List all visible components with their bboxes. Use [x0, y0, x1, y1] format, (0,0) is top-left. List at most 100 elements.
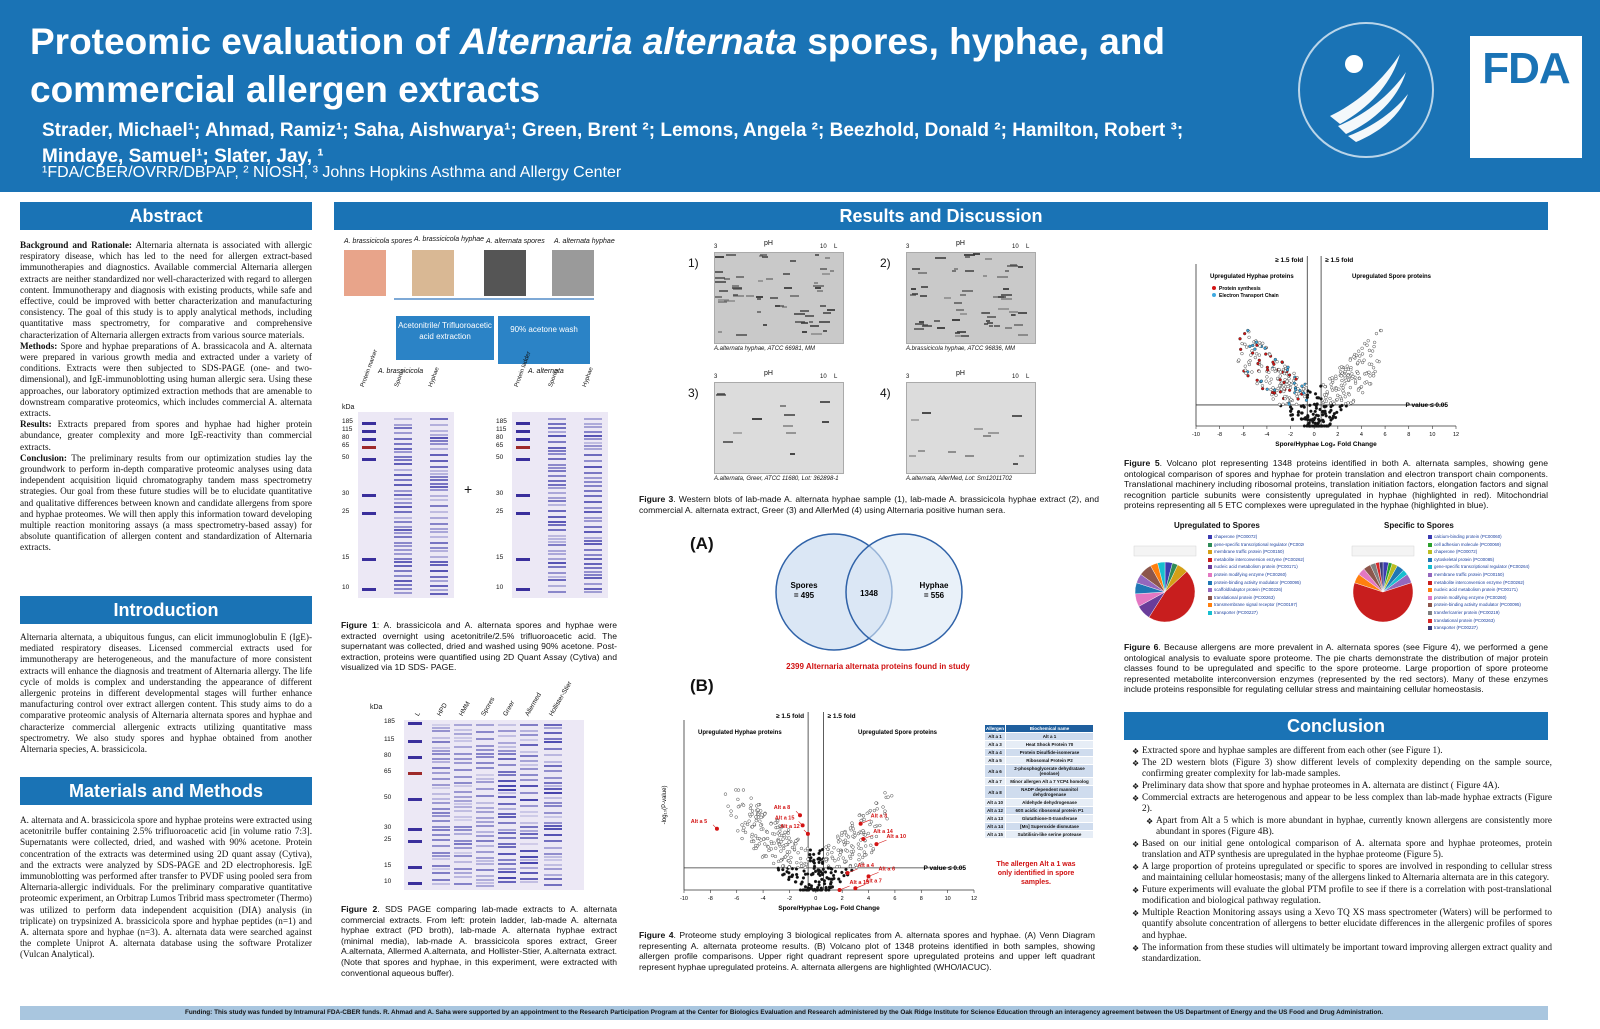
protein-point — [813, 869, 818, 873]
protein-point — [1319, 384, 1323, 388]
gel-band — [394, 484, 412, 486]
blot-spot — [918, 450, 925, 452]
gel-band — [498, 742, 516, 744]
conclusion-text: Preliminary data show that spore and hyp… — [1142, 780, 1500, 791]
ladder-band — [408, 740, 422, 743]
gel-band — [430, 434, 448, 436]
gel-band — [544, 856, 562, 858]
gel-band — [454, 740, 472, 742]
gel-band — [520, 792, 538, 794]
x-tick-label: -2 — [787, 896, 792, 902]
ladder-band — [516, 446, 530, 449]
protein-point — [1251, 351, 1255, 355]
protein-point — [1271, 386, 1275, 390]
protein-point — [837, 877, 841, 881]
legend-item: transfer/carrier protein (PC00219) — [1428, 610, 1532, 618]
gel-band — [430, 499, 448, 501]
blot-spot — [786, 432, 796, 434]
lane-label: HPD — [436, 702, 449, 718]
gel-band — [584, 477, 602, 479]
protein-point — [1311, 424, 1315, 428]
protein-point — [1278, 383, 1282, 388]
gel-band — [520, 755, 538, 757]
poster-title: Proteomic evaluation of Alternaria alter… — [30, 21, 1166, 110]
blot-membrane — [714, 252, 844, 344]
protein-point — [868, 809, 872, 813]
protein-point — [1315, 396, 1319, 400]
gel-band — [476, 882, 494, 884]
ladder-band — [408, 882, 422, 885]
protein-point — [723, 792, 728, 796]
legend-text: gene-specific transcriptional regulator … — [1434, 564, 1530, 570]
diamond-bullet-icon: ❖ — [1132, 781, 1140, 791]
protein-point — [1238, 337, 1242, 341]
blot-spot — [763, 324, 767, 326]
fold-label-right: ≥ 1.5 fold — [828, 713, 856, 720]
hyphae-photo — [412, 250, 454, 296]
protein-point — [787, 865, 791, 869]
ladder-band — [362, 558, 376, 561]
protein-point — [1247, 360, 1251, 364]
gel-band — [548, 524, 566, 526]
protein-point — [868, 822, 872, 827]
protein-point — [860, 861, 864, 865]
protein-point — [846, 840, 850, 845]
gel-band — [520, 751, 538, 753]
protein-point — [1339, 398, 1344, 402]
gel-band — [548, 487, 566, 489]
gel-band — [432, 761, 450, 763]
blot-spot — [718, 301, 727, 303]
protein-point — [1275, 376, 1280, 381]
gel-band — [584, 583, 602, 585]
blot-spot — [795, 321, 805, 323]
protein-point — [1362, 358, 1366, 362]
protein-point — [1372, 374, 1376, 378]
allergen-label: Alt a 4 — [857, 863, 874, 869]
gel-band — [454, 868, 472, 870]
protein-point — [750, 825, 754, 829]
legend-item: membrane traffic protein (PC00150) — [1428, 572, 1532, 580]
blot-spot — [1007, 265, 1018, 267]
gel-band — [498, 877, 516, 879]
allergen-leader — [803, 829, 809, 835]
venn-diagram: Spores = 495 1348 Hyphae = 556 — [775, 533, 963, 651]
figure-3: 1) 3 pH 10 L A.alternata hyphae, ATCC 66981, … — [688, 236, 1108, 488]
gel-band — [476, 745, 494, 747]
protein-point — [1364, 372, 1368, 376]
gel-band — [584, 531, 602, 533]
protein-point — [1239, 347, 1243, 351]
blot-spot — [921, 286, 928, 288]
blot-spot — [954, 302, 962, 304]
conclusion-item: ❖ The information from these studies will… — [1132, 943, 1552, 966]
protein-point — [817, 860, 821, 865]
blot-spot — [934, 320, 940, 322]
gel-band — [498, 746, 516, 748]
blot-spot — [912, 268, 920, 270]
gel-band — [548, 585, 566, 587]
gel-band — [548, 576, 566, 578]
gel-band — [548, 492, 566, 494]
protein-point — [1261, 387, 1265, 391]
gel-band — [584, 423, 602, 425]
blot-spot — [944, 297, 951, 299]
gel-band — [544, 874, 562, 876]
protein-point — [1332, 401, 1336, 406]
table-cell: Subtilisin-like serine protease — [1005, 830, 1094, 839]
protein-point — [763, 842, 767, 846]
blot-spot — [715, 296, 722, 298]
lane-label: Spores — [480, 696, 497, 718]
legend-swatch — [1428, 588, 1432, 593]
diamond-bullet-icon: ❖ — [1132, 747, 1140, 756]
marker-label: 25 — [384, 836, 392, 843]
protein-point — [787, 836, 791, 840]
protein-point — [734, 788, 738, 792]
protein-point — [1349, 368, 1353, 372]
gel-band — [476, 835, 494, 837]
gel-band — [548, 497, 566, 499]
ladder-band — [362, 430, 376, 433]
blot-membrane — [906, 382, 1036, 474]
gel-band — [548, 553, 566, 555]
table-row: Alt a 7 Minor allergen Alt a 7 YCP4 homol… — [983, 777, 1094, 786]
gel-band — [454, 872, 472, 874]
protein-point — [846, 835, 851, 839]
